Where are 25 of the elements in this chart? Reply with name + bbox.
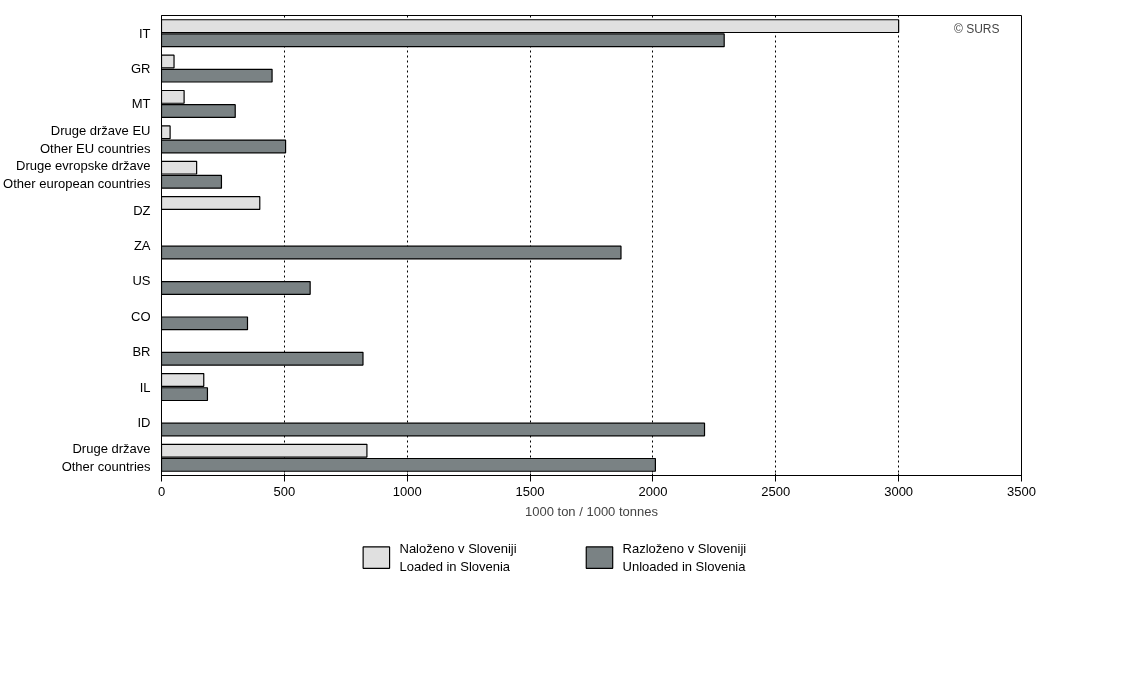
y-tick-label: US [132,273,151,289]
x-tick-label: 2500 [761,483,791,499]
x-tick-label: 500 [273,483,296,499]
y-tick-label: Druge države Other countries [61,441,151,475]
y-tick-label: DZ [133,202,151,218]
y-tick-label: ZA [133,238,151,253]
y-tick-label: Druge evropske države Other european countries [3,158,151,192]
x-tick-label: 1000 [392,483,422,499]
x-tick-label: 0 [157,483,166,499]
x-tick-label: 3500 [1007,483,1036,499]
x-tick-label: 1500 [515,483,545,499]
annotation: © SURS [953,21,1000,36]
y-tick-label: IL [139,379,151,395]
legend-label: Razloženo v Sloveniji Unloaded in Slovenia [622,541,747,574]
x-tick-label: 3000 [884,483,914,499]
x-axis-title: 1000 ton / 1000 tonnes [525,503,659,519]
x-tick-label: 2000 [638,483,668,499]
y-tick-label: MT [131,96,151,112]
y-tick-label: GR [131,61,151,77]
y-tick-label: IT [138,25,151,41]
y-tick-label: CO [131,308,151,324]
y-tick-label: ID [137,414,151,430]
y-tick-label: Druge države EU Other EU countries [39,122,151,156]
legend-label: Naloženo v Sloveniji Loaded in Slovenia [399,541,517,574]
y-tick-label: BR [132,344,151,360]
